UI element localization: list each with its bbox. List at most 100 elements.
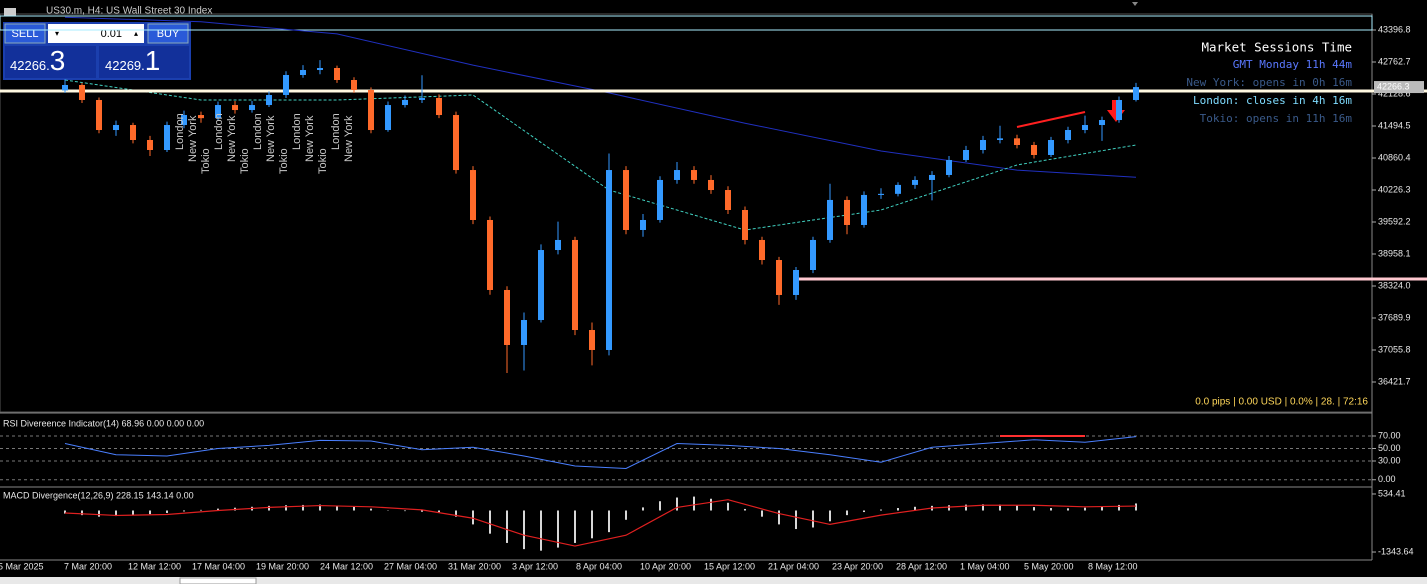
ask-main: 42269. xyxy=(105,58,145,73)
candle-body xyxy=(878,193,884,195)
candle-body xyxy=(963,149,969,160)
candle-body xyxy=(283,75,289,95)
histogram-bar xyxy=(999,504,1001,511)
candle-body xyxy=(181,115,187,126)
x-tick-label: 8 May 12:00 xyxy=(1088,561,1138,571)
candle-body xyxy=(776,260,782,295)
candle-body xyxy=(266,94,272,106)
histogram-bar xyxy=(489,510,491,534)
histogram-bar xyxy=(812,510,814,528)
trade-panel: SELL ▾ 0.01 ▴ BUY 42266.3 42269.1 xyxy=(3,22,191,80)
x-tick-label: 31 Mar 20:00 xyxy=(448,561,501,571)
zone xyxy=(0,15,1373,31)
candle-body xyxy=(538,250,544,321)
candle-body xyxy=(215,105,221,119)
moving-average xyxy=(64,16,1137,178)
session-label: London xyxy=(252,113,264,150)
candle-body xyxy=(793,270,799,295)
ask-box[interactable] xyxy=(99,46,189,78)
candle-body xyxy=(912,179,918,185)
new-york-session: New York: opens in 0h 16m xyxy=(1186,76,1352,89)
sell-label[interactable]: SELL xyxy=(12,28,39,40)
histogram-bar xyxy=(1067,508,1069,511)
window-title: US30.m, H4: US Wall Street 30 Index xyxy=(46,6,212,17)
x-tick-label: 8 Apr 04:00 xyxy=(576,561,622,571)
histogram-bar xyxy=(438,510,440,513)
candle-body xyxy=(946,159,952,175)
y-tick-label: 43396.8 xyxy=(1378,24,1411,34)
histogram-bar xyxy=(948,505,950,511)
lot-up[interactable]: ▴ xyxy=(134,29,138,38)
candle-body xyxy=(929,174,935,180)
candle-body xyxy=(708,179,714,191)
candle-body xyxy=(572,239,578,331)
candle-body xyxy=(249,105,255,111)
histogram-bar xyxy=(285,505,287,511)
x-tick-label: 19 Mar 20:00 xyxy=(256,561,309,571)
y-tick-label: 42128.6 xyxy=(1378,88,1411,98)
candle-body xyxy=(504,289,510,345)
x-tick-label: 27 Mar 04:00 xyxy=(384,561,437,571)
histogram-bar xyxy=(1033,507,1035,511)
histogram-bar xyxy=(795,510,797,530)
lot-value[interactable]: 0.01 xyxy=(101,28,122,40)
histogram-bar xyxy=(472,510,474,525)
candle-body xyxy=(96,99,102,131)
buy-button[interactable] xyxy=(147,23,189,44)
x-tick-label: 23 Apr 20:00 xyxy=(832,561,883,571)
ask-big: 1 xyxy=(145,45,161,76)
active-tab[interactable] xyxy=(179,577,257,584)
candle-body xyxy=(827,199,833,240)
x-tick-label: 7 Mar 20:00 xyxy=(64,561,112,571)
histogram-bar xyxy=(115,510,117,517)
status-line: 0.0 pips | 0.00 USD | 0.0% | 28. | 72:16 xyxy=(1195,397,1368,408)
histogram-bar xyxy=(846,510,848,516)
ask-price: 42269.1 xyxy=(105,45,160,76)
y-tick-label: 37055.8 xyxy=(1378,344,1411,354)
bid-main: 42266. xyxy=(10,58,50,73)
y-tick-label: 30.00 xyxy=(1378,455,1401,465)
x-tick-label: 5 May 20:00 xyxy=(1024,561,1074,571)
y-tick-label: 36421.7 xyxy=(1378,376,1411,386)
bid-box[interactable] xyxy=(5,46,96,78)
histogram-bar xyxy=(642,507,644,511)
rsi-line xyxy=(64,436,1137,470)
histogram-bar xyxy=(200,509,202,511)
histogram-bar xyxy=(149,510,151,515)
session-label: Tokio xyxy=(278,148,290,174)
sell-button[interactable] xyxy=(4,23,46,44)
trendline xyxy=(1016,111,1086,128)
histogram-bar xyxy=(132,510,134,516)
histogram-bar xyxy=(353,506,355,511)
candle-body xyxy=(657,179,663,220)
candle-body xyxy=(147,140,153,150)
candle-body xyxy=(1048,140,1054,155)
y-tick-label: 38324.0 xyxy=(1378,280,1411,290)
candle-body xyxy=(232,105,238,111)
candle-body xyxy=(334,67,340,81)
x-tick-label: 3 Apr 12:00 xyxy=(512,561,558,571)
buy-label[interactable]: BUY xyxy=(157,28,180,40)
x-tick-label: 5 Mar 2025 xyxy=(0,561,44,571)
histogram-bar xyxy=(778,510,780,525)
histogram-bar xyxy=(1084,507,1086,511)
candle-body xyxy=(1099,120,1105,126)
candle-body xyxy=(130,125,136,141)
candle-body xyxy=(810,239,816,271)
histogram-bar xyxy=(761,510,763,517)
bid-price: 42266.3 xyxy=(10,45,65,76)
lot-down[interactable]: ▾ xyxy=(55,29,59,38)
histogram-bar xyxy=(64,510,66,514)
candle-body xyxy=(759,239,765,261)
histogram-bar xyxy=(863,510,865,513)
histogram-bar xyxy=(625,510,627,520)
lot-field[interactable] xyxy=(48,24,144,43)
histogram-bar xyxy=(829,510,831,522)
candle-body xyxy=(606,170,612,350)
histogram-bar xyxy=(982,504,984,511)
candle-body xyxy=(691,170,697,180)
candle-body xyxy=(589,330,595,350)
candle-body xyxy=(62,84,68,91)
candle-body xyxy=(1065,130,1071,141)
